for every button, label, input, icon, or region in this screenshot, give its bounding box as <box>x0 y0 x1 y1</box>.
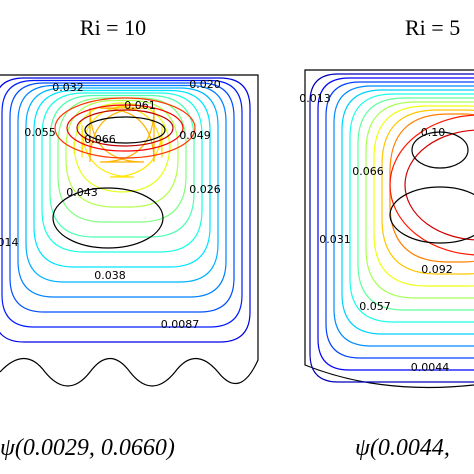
contour-label: 0.055 <box>24 126 56 139</box>
contour <box>76 109 174 147</box>
contour-label: 014 <box>0 236 19 249</box>
contour-label: 0.066 <box>84 133 116 146</box>
contour-label: 0.061 <box>124 99 156 112</box>
panel: 0.032 0.020 0.061 0.055 0.066 0.049 0.043 0.026… <box>0 74 259 387</box>
contour-label: 0.038 <box>94 269 126 282</box>
contour <box>41 92 203 253</box>
contour <box>389 113 474 263</box>
cavity-wall <box>304 69 474 389</box>
panel-title: Ri = 10 <box>80 15 146 40</box>
caption: ψ(0.0029, 0.0660) <box>0 435 175 461</box>
contour <box>341 89 474 335</box>
contour-label: 0.020 <box>189 78 221 91</box>
eddy-core <box>411 131 469 169</box>
contour <box>25 87 219 283</box>
contour <box>65 99 179 208</box>
contour-label: 0.10 <box>421 126 446 139</box>
contour-label: 0.057 <box>359 300 391 313</box>
contour <box>404 129 474 241</box>
contour <box>0 77 251 343</box>
eddy-core <box>84 116 166 144</box>
contour-label: 0.013 <box>299 92 331 105</box>
contour-label: 0.092 <box>421 263 453 276</box>
contour <box>17 84 227 298</box>
contour <box>57 97 187 223</box>
contour <box>1 79 243 328</box>
contour <box>54 97 196 159</box>
contour-label: 0.0087 <box>161 318 200 331</box>
contour <box>317 77 474 371</box>
contour <box>49 94 195 238</box>
eddy-core <box>52 187 164 249</box>
contour <box>381 109 474 275</box>
panel-title: Ri = 5 <box>405 15 460 40</box>
contour-label: 0.066 <box>352 165 384 178</box>
contour <box>309 73 474 383</box>
contour <box>325 81 474 359</box>
cavity-wall <box>0 74 259 387</box>
contour <box>357 97 474 311</box>
contour <box>349 93 474 323</box>
contour <box>9 82 235 313</box>
contour-label: 0.032 <box>52 81 84 94</box>
contour-label: 0.043 <box>66 186 98 199</box>
contour-label: 0.031 <box>319 233 351 246</box>
contour-label: 0.026 <box>189 183 221 196</box>
contour-label: 0.0044 <box>411 361 450 374</box>
contour <box>365 101 474 299</box>
contour <box>373 105 474 287</box>
contour <box>66 104 184 152</box>
contour <box>389 114 474 256</box>
contour <box>333 85 474 347</box>
caption: ψ(0.0044, <box>355 435 450 461</box>
contour <box>33 89 211 268</box>
contour-label: 0.049 <box>179 129 211 142</box>
panel: 0.013 0.10 0.066 0.031 0.092 0.057 0.0044 <box>299 69 474 389</box>
eddy-core <box>389 186 474 244</box>
